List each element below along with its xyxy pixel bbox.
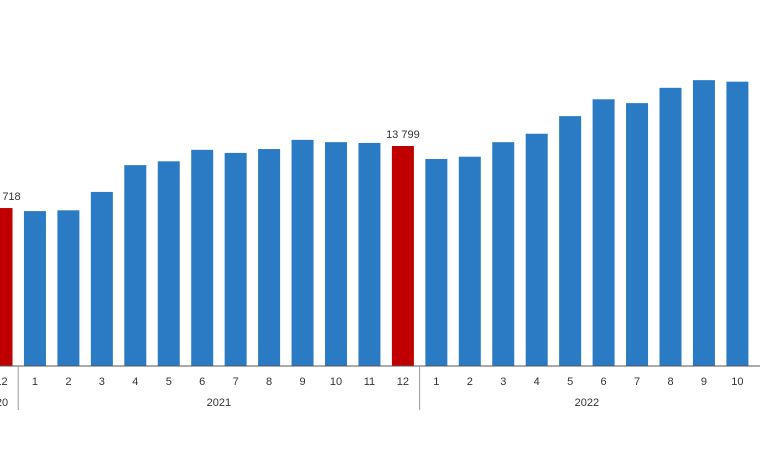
bar-2021-12 (391, 146, 414, 366)
bar-2021-10 (325, 142, 347, 366)
bar-2022-9 (692, 80, 715, 366)
x-tick-label: 4 (132, 376, 138, 388)
bar-2022-10 (726, 81, 749, 367)
bar-2021-6 (191, 149, 214, 366)
data-label: 718 (2, 191, 20, 203)
x-tick-label: 8 (266, 376, 272, 388)
x-tick-label: 5 (567, 376, 573, 388)
x-tick-label: 10 (330, 376, 342, 388)
x-tick-label: 11 (364, 376, 375, 388)
x-tick-label: 9 (701, 376, 707, 388)
x-tick-label: 1 (433, 376, 439, 388)
bar-2022-2 (458, 156, 481, 366)
bar-2021-3 (90, 191, 113, 366)
x-tick-label: 8 (667, 376, 673, 388)
bar-2021-8 (258, 149, 281, 366)
x-tick-label: 3 (500, 376, 506, 388)
bar-2022-4 (525, 133, 548, 366)
bar-2022-5 (559, 116, 582, 367)
bar-2021-9 (291, 139, 314, 366)
bar-2021-1 (23, 211, 46, 366)
x-tick-label: 10 (731, 376, 743, 388)
bar-2022-1 (425, 159, 448, 366)
bar-2022-7 (626, 103, 649, 367)
x-tick-label: 6 (601, 376, 607, 388)
x-tick-label: 3 (99, 376, 105, 388)
bar-2021-4 (124, 165, 147, 366)
data-label: 13 799 (386, 129, 420, 141)
x-tick-label: 4 (534, 376, 540, 388)
x-tick-label: 12 (397, 376, 409, 388)
x-tick-label: 2 (467, 376, 473, 388)
bar-2022-6 (592, 99, 615, 367)
x-tick-label: 7 (233, 376, 239, 388)
x-tick-label: 2 (65, 376, 71, 388)
bar-2022-8 (659, 87, 682, 367)
bar-2022-3 (492, 142, 515, 366)
x-tick-label: 9 (299, 376, 305, 388)
x-tick-label: 12 (0, 376, 8, 388)
x-tick-label: 1 (32, 376, 38, 388)
year-label: 20 (0, 397, 8, 409)
bar-2021-5 (157, 161, 180, 366)
bar-2021-11 (358, 142, 381, 366)
year-label: 2021 (207, 397, 231, 409)
bar-2020-12 (0, 208, 13, 366)
bar-2021-7 (224, 152, 247, 366)
x-tick-label: 5 (166, 376, 172, 388)
x-tick-label: 7 (634, 376, 640, 388)
bar-2021-2 (57, 210, 80, 366)
x-tick-label: 6 (199, 376, 205, 388)
year-label: 2022 (575, 397, 599, 409)
